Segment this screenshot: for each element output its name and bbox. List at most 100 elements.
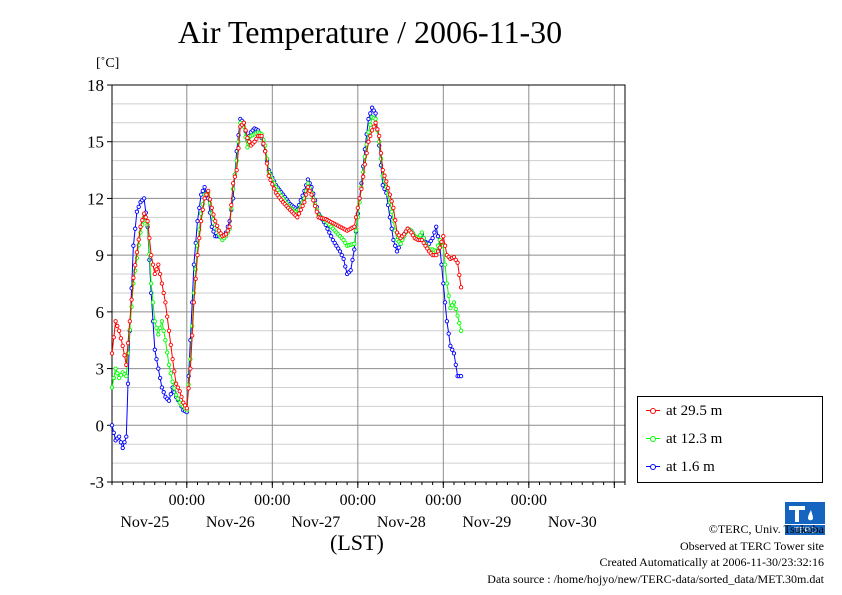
data-point	[179, 394, 184, 400]
data-point	[156, 366, 161, 371]
data-point	[359, 186, 364, 192]
data-point	[264, 161, 270, 166]
data-point	[120, 445, 125, 451]
data-point	[312, 203, 318, 209]
data-point	[444, 319, 450, 324]
x-tick-time-label: 00:00	[254, 492, 290, 509]
data-point	[170, 379, 175, 384]
x-tick-date-label: Nov-30	[548, 514, 597, 531]
data-point	[143, 215, 148, 220]
data-point	[271, 186, 277, 191]
data-point	[439, 239, 444, 245]
data-point	[305, 177, 311, 182]
credit-line: ©TERC, Univ. Tsukuba	[708, 522, 824, 536]
data-point	[186, 386, 191, 391]
data-point	[124, 373, 129, 379]
data-point	[145, 218, 150, 224]
data-point	[168, 391, 173, 397]
data-point	[168, 371, 173, 376]
data-point	[341, 256, 346, 262]
data-point	[327, 230, 332, 235]
data-point	[387, 215, 393, 220]
data-point	[396, 245, 401, 250]
data-point	[328, 234, 334, 239]
y-tick-label: 9	[96, 246, 105, 265]
data-point	[441, 281, 446, 286]
data-point	[428, 238, 433, 244]
data-point	[441, 234, 446, 239]
data-point	[161, 290, 166, 296]
legend-swatch	[646, 406, 660, 416]
data-point	[389, 226, 394, 231]
data-point	[295, 215, 300, 220]
data-point	[437, 245, 442, 250]
data-point	[154, 325, 159, 331]
data-point	[371, 124, 376, 129]
data-point	[309, 192, 314, 197]
logo-text: TERC	[794, 526, 816, 535]
data-point	[184, 406, 189, 411]
data-point	[380, 183, 385, 188]
data-point	[229, 202, 234, 208]
data-point	[191, 262, 197, 267]
data-point	[373, 116, 378, 122]
legend-swatch	[646, 434, 660, 444]
data-point	[268, 177, 273, 183]
data-point	[263, 149, 268, 154]
data-point	[339, 252, 344, 258]
data-point	[455, 260, 460, 265]
data-point	[111, 375, 116, 381]
data-point	[198, 192, 204, 197]
data-point	[355, 205, 360, 211]
data-point	[458, 328, 464, 333]
data-point	[368, 122, 373, 127]
data-point	[305, 181, 311, 186]
data-point	[371, 108, 376, 113]
data-point	[266, 173, 271, 178]
y-axis-unit-label: [˚C]	[96, 56, 120, 71]
data-point	[448, 343, 453, 349]
series-line	[111, 121, 462, 410]
data-point	[366, 139, 371, 144]
data-point	[149, 281, 154, 286]
data-point	[140, 218, 145, 223]
data-point	[150, 262, 156, 267]
y-tick-label: 15	[87, 133, 104, 152]
data-point	[434, 252, 439, 258]
data-point	[393, 243, 398, 248]
data-point	[314, 209, 319, 214]
data-point	[241, 120, 246, 125]
x-tick-date-label: Nov-29	[462, 514, 511, 531]
data-point	[166, 398, 172, 403]
data-point	[361, 174, 366, 179]
data-point	[304, 192, 309, 197]
data-point	[170, 356, 175, 362]
data-point	[375, 127, 380, 132]
data-point	[311, 198, 316, 203]
data-point	[131, 275, 136, 280]
legend-label: at 12.3 m	[666, 430, 723, 447]
data-point	[109, 423, 115, 428]
data-point	[366, 130, 371, 135]
data-point	[458, 373, 464, 379]
data-point	[236, 146, 241, 151]
data-point	[380, 167, 385, 173]
data-point	[350, 257, 355, 263]
data-point	[197, 205, 202, 211]
data-point	[232, 174, 238, 179]
data-point	[161, 328, 166, 333]
data-point	[450, 347, 455, 352]
data-point	[457, 321, 462, 326]
data-point	[156, 332, 161, 337]
data-point	[214, 223, 220, 228]
data-point	[177, 389, 182, 394]
data-point	[230, 181, 236, 186]
data-point	[391, 205, 396, 211]
data-point	[115, 371, 120, 376]
data-point	[444, 281, 450, 286]
data-point	[425, 246, 430, 251]
data-point	[419, 237, 425, 243]
data-point	[150, 300, 156, 305]
data-point	[442, 243, 448, 248]
